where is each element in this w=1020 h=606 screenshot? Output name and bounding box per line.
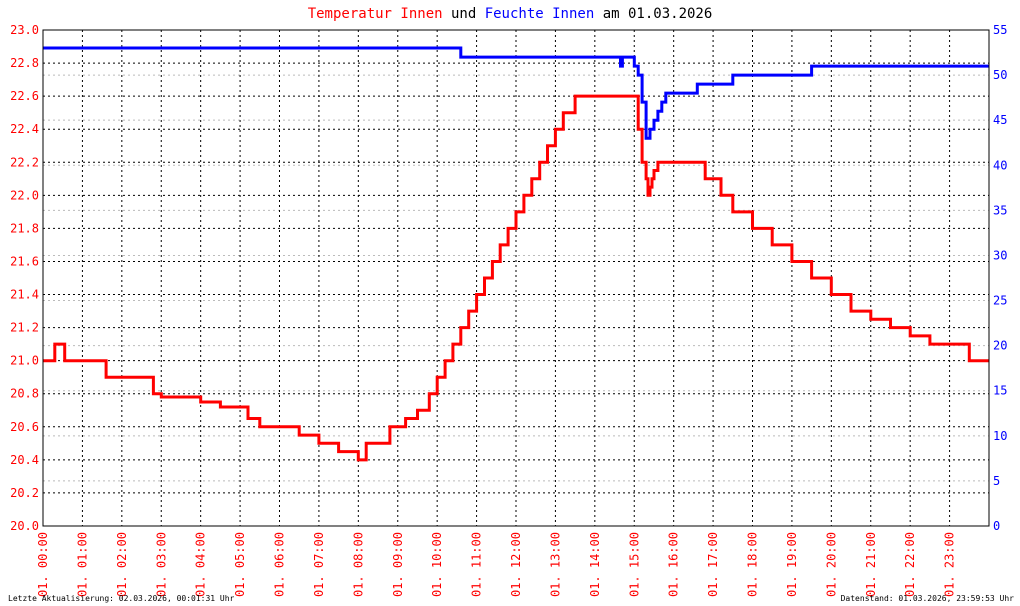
x-tick-label: 01. 00:00 bbox=[36, 532, 50, 597]
y-left-tick-label: 21.4 bbox=[10, 288, 39, 302]
y-left-tick-label: 20.6 bbox=[10, 420, 39, 434]
y-left-tick-label: 22.2 bbox=[10, 155, 39, 169]
series-line bbox=[43, 46, 989, 140]
plot-frame bbox=[42, 29, 990, 527]
x-tick-label: 01. 11:00 bbox=[470, 532, 484, 597]
x-tick-label: 01. 18:00 bbox=[746, 532, 760, 597]
x-tick-label: 01. 04:00 bbox=[194, 532, 208, 597]
y-left-tick-label: 21.0 bbox=[10, 354, 39, 368]
x-tick-label: 01. 13:00 bbox=[548, 532, 562, 597]
x-tick-label: 01. 07:00 bbox=[312, 532, 326, 597]
title-humidity: Feuchte Innen bbox=[485, 6, 595, 22]
y-left-tick-label: 22.8 bbox=[10, 56, 39, 70]
y-left-tick-label: 20.4 bbox=[10, 453, 39, 467]
footer-last-update: Letzte Aktualisierung: 02.03.2026, 00:01… bbox=[8, 594, 235, 603]
y-left-tick-label: 21.2 bbox=[10, 321, 39, 335]
x-tick-label: 01. 21:00 bbox=[864, 532, 878, 597]
x-tick-label: 01. 22:00 bbox=[903, 532, 917, 597]
x-tick-label: 01. 16:00 bbox=[667, 532, 681, 597]
data-lines bbox=[43, 46, 989, 462]
y-left-tick-label: 22.4 bbox=[10, 122, 39, 136]
x-tick-label: 01. 10:00 bbox=[430, 532, 444, 597]
y-left-tick-label: 21.6 bbox=[10, 254, 39, 268]
x-tick-label: 01. 17:00 bbox=[706, 532, 720, 597]
x-tick-label: 01. 19:00 bbox=[785, 532, 799, 597]
x-tick-label: 01. 15:00 bbox=[627, 532, 641, 597]
y-right-tick-label: 0 bbox=[993, 519, 1000, 533]
title-date: am 01.03.2026 bbox=[594, 6, 712, 22]
series-line bbox=[43, 94, 989, 462]
title-temperature: Temperatur Innen bbox=[308, 6, 443, 22]
y-right-tick-label: 55 bbox=[993, 23, 1007, 37]
y-right-tick-label: 10 bbox=[993, 429, 1007, 443]
x-tick-label: 01. 01:00 bbox=[75, 532, 89, 597]
y-left-tick-label: 22.6 bbox=[10, 89, 39, 103]
footer-data-status: Datenstand: 01.03.2026, 23:59:53 Uhr bbox=[841, 594, 1015, 603]
y-right-tick-label: 15 bbox=[993, 384, 1007, 398]
x-tick-label: 01. 03:00 bbox=[154, 532, 168, 597]
x-tick-label: 01. 09:00 bbox=[391, 532, 405, 597]
y-right-tick-label: 50 bbox=[993, 68, 1007, 82]
chart-title: Temperatur Innen und Feuchte Innen am 01… bbox=[308, 6, 713, 22]
y-right-tick-label: 30 bbox=[993, 248, 1007, 262]
y-left-tick-label: 20.2 bbox=[10, 486, 39, 500]
x-tick-label: 01. 08:00 bbox=[351, 532, 365, 597]
title-connector: und bbox=[443, 6, 485, 22]
y-left-tick-label: 22.0 bbox=[10, 188, 39, 202]
grid-lines bbox=[43, 30, 989, 526]
x-tick-label: 01. 02:00 bbox=[115, 532, 129, 597]
x-tick-label: 01. 20:00 bbox=[824, 532, 838, 597]
y-right-tick-label: 20 bbox=[993, 339, 1007, 353]
x-tick-label: 01. 12:00 bbox=[509, 532, 523, 597]
x-tick-label: 01. 14:00 bbox=[588, 532, 602, 597]
y-left-tick-label: 20.0 bbox=[10, 519, 39, 533]
x-tick-label: 01. 23:00 bbox=[943, 532, 957, 597]
y-left-tick-label: 23.0 bbox=[10, 23, 39, 37]
y-left-tick-label: 20.8 bbox=[10, 387, 39, 401]
x-tick-label: 01. 05:00 bbox=[233, 532, 247, 597]
axes: 20.0 20.2 20.4 20.6 20.8 21.0 21.2 21.4 21.6 21.8… bbox=[10, 23, 1007, 597]
y-right-tick-label: 45 bbox=[993, 113, 1007, 127]
y-right-tick-label: 5 bbox=[993, 474, 1000, 488]
y-right-tick-label: 25 bbox=[993, 294, 1007, 308]
y-left-tick-label: 21.8 bbox=[10, 221, 39, 235]
x-tick-label: 01. 06:00 bbox=[273, 532, 287, 597]
y-right-tick-label: 35 bbox=[993, 203, 1007, 217]
y-right-tick-label: 40 bbox=[993, 158, 1007, 172]
